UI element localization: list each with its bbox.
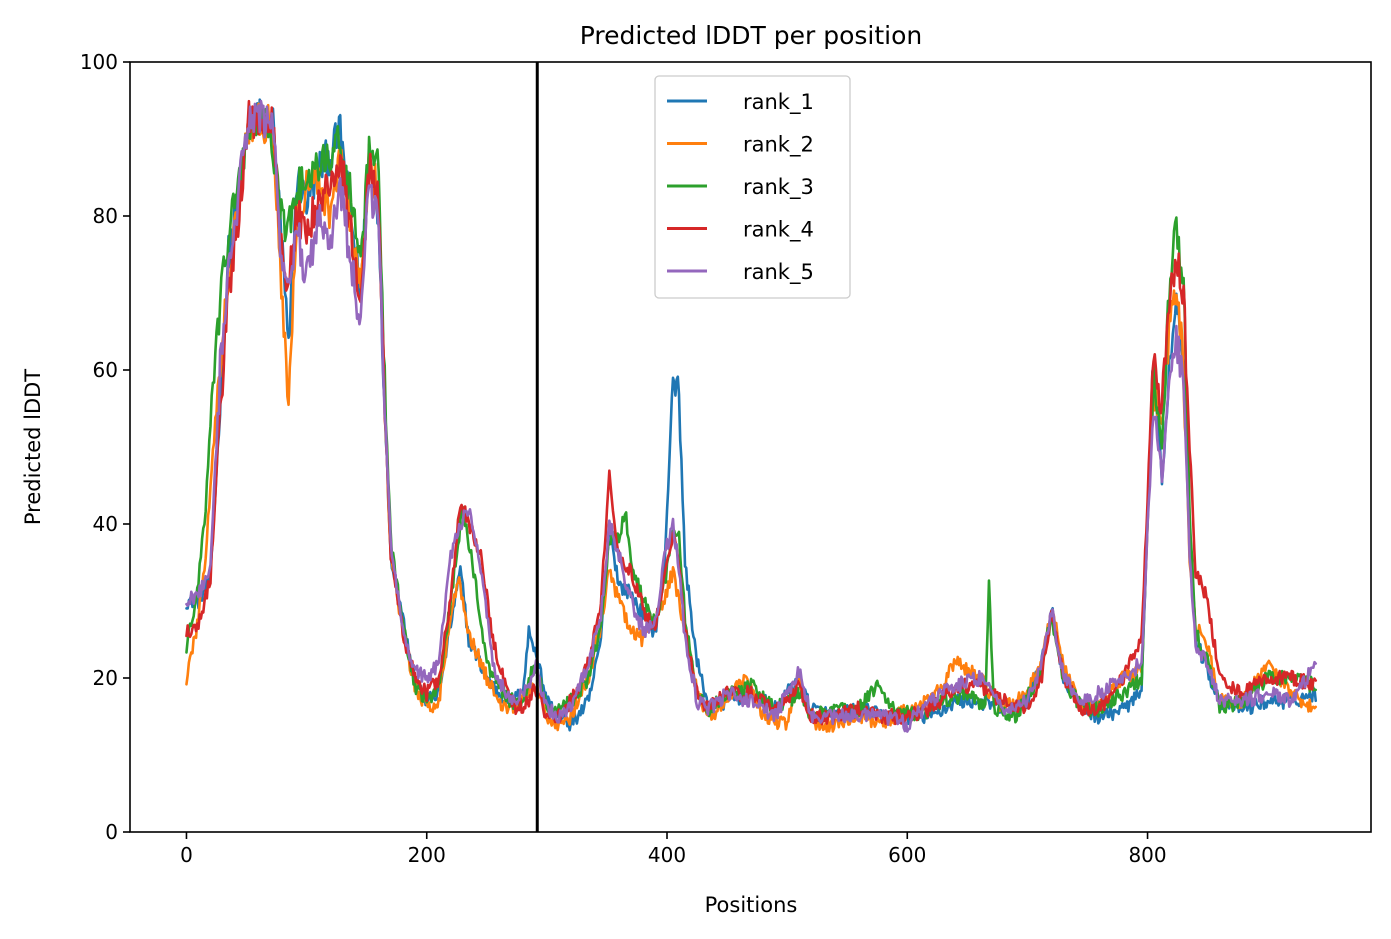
legend-label-rank_3: rank_3 xyxy=(743,175,814,200)
series-line-rank_4 xyxy=(185,99,1318,726)
x-axis-ticks: 0 200 400 600 800 xyxy=(180,832,1167,867)
chart-title: Predicted lDDT per position xyxy=(580,21,922,50)
legend-label-rank_4: rank_4 xyxy=(743,218,814,243)
y-tick-label: 100 xyxy=(80,50,118,74)
y-axis-ticks: 0 20 40 60 80 100 xyxy=(80,50,130,844)
legend: rank_1 rank_2 rank_3 rank_4 rank_5 xyxy=(654,75,851,299)
legend-label-rank_1: rank_1 xyxy=(743,90,814,115)
y-tick-label: 20 xyxy=(93,666,118,690)
y-tick-label: 0 xyxy=(105,820,118,844)
x-axis-label: Positions xyxy=(705,893,798,917)
axes-frame xyxy=(129,61,1372,833)
series-line-rank_5 xyxy=(185,99,1318,733)
y-axis-label: Predicted lDDT xyxy=(21,369,45,525)
x-tick-label: 0 xyxy=(180,843,193,867)
x-tick-label: 600 xyxy=(888,843,926,867)
series-lines xyxy=(185,98,1318,733)
y-tick-label: 60 xyxy=(93,358,118,382)
x-tick-label: 200 xyxy=(408,843,446,867)
legend-label-rank_2: rank_2 xyxy=(743,133,814,158)
y-tick-label: 40 xyxy=(93,512,118,536)
series-line-rank_3 xyxy=(185,103,1318,724)
legend-label-rank_5: rank_5 xyxy=(743,260,814,285)
x-tick-label: 400 xyxy=(648,843,686,867)
x-tick-label: 800 xyxy=(1128,843,1166,867)
legend-box xyxy=(654,75,851,299)
y-tick-label: 80 xyxy=(93,204,118,228)
